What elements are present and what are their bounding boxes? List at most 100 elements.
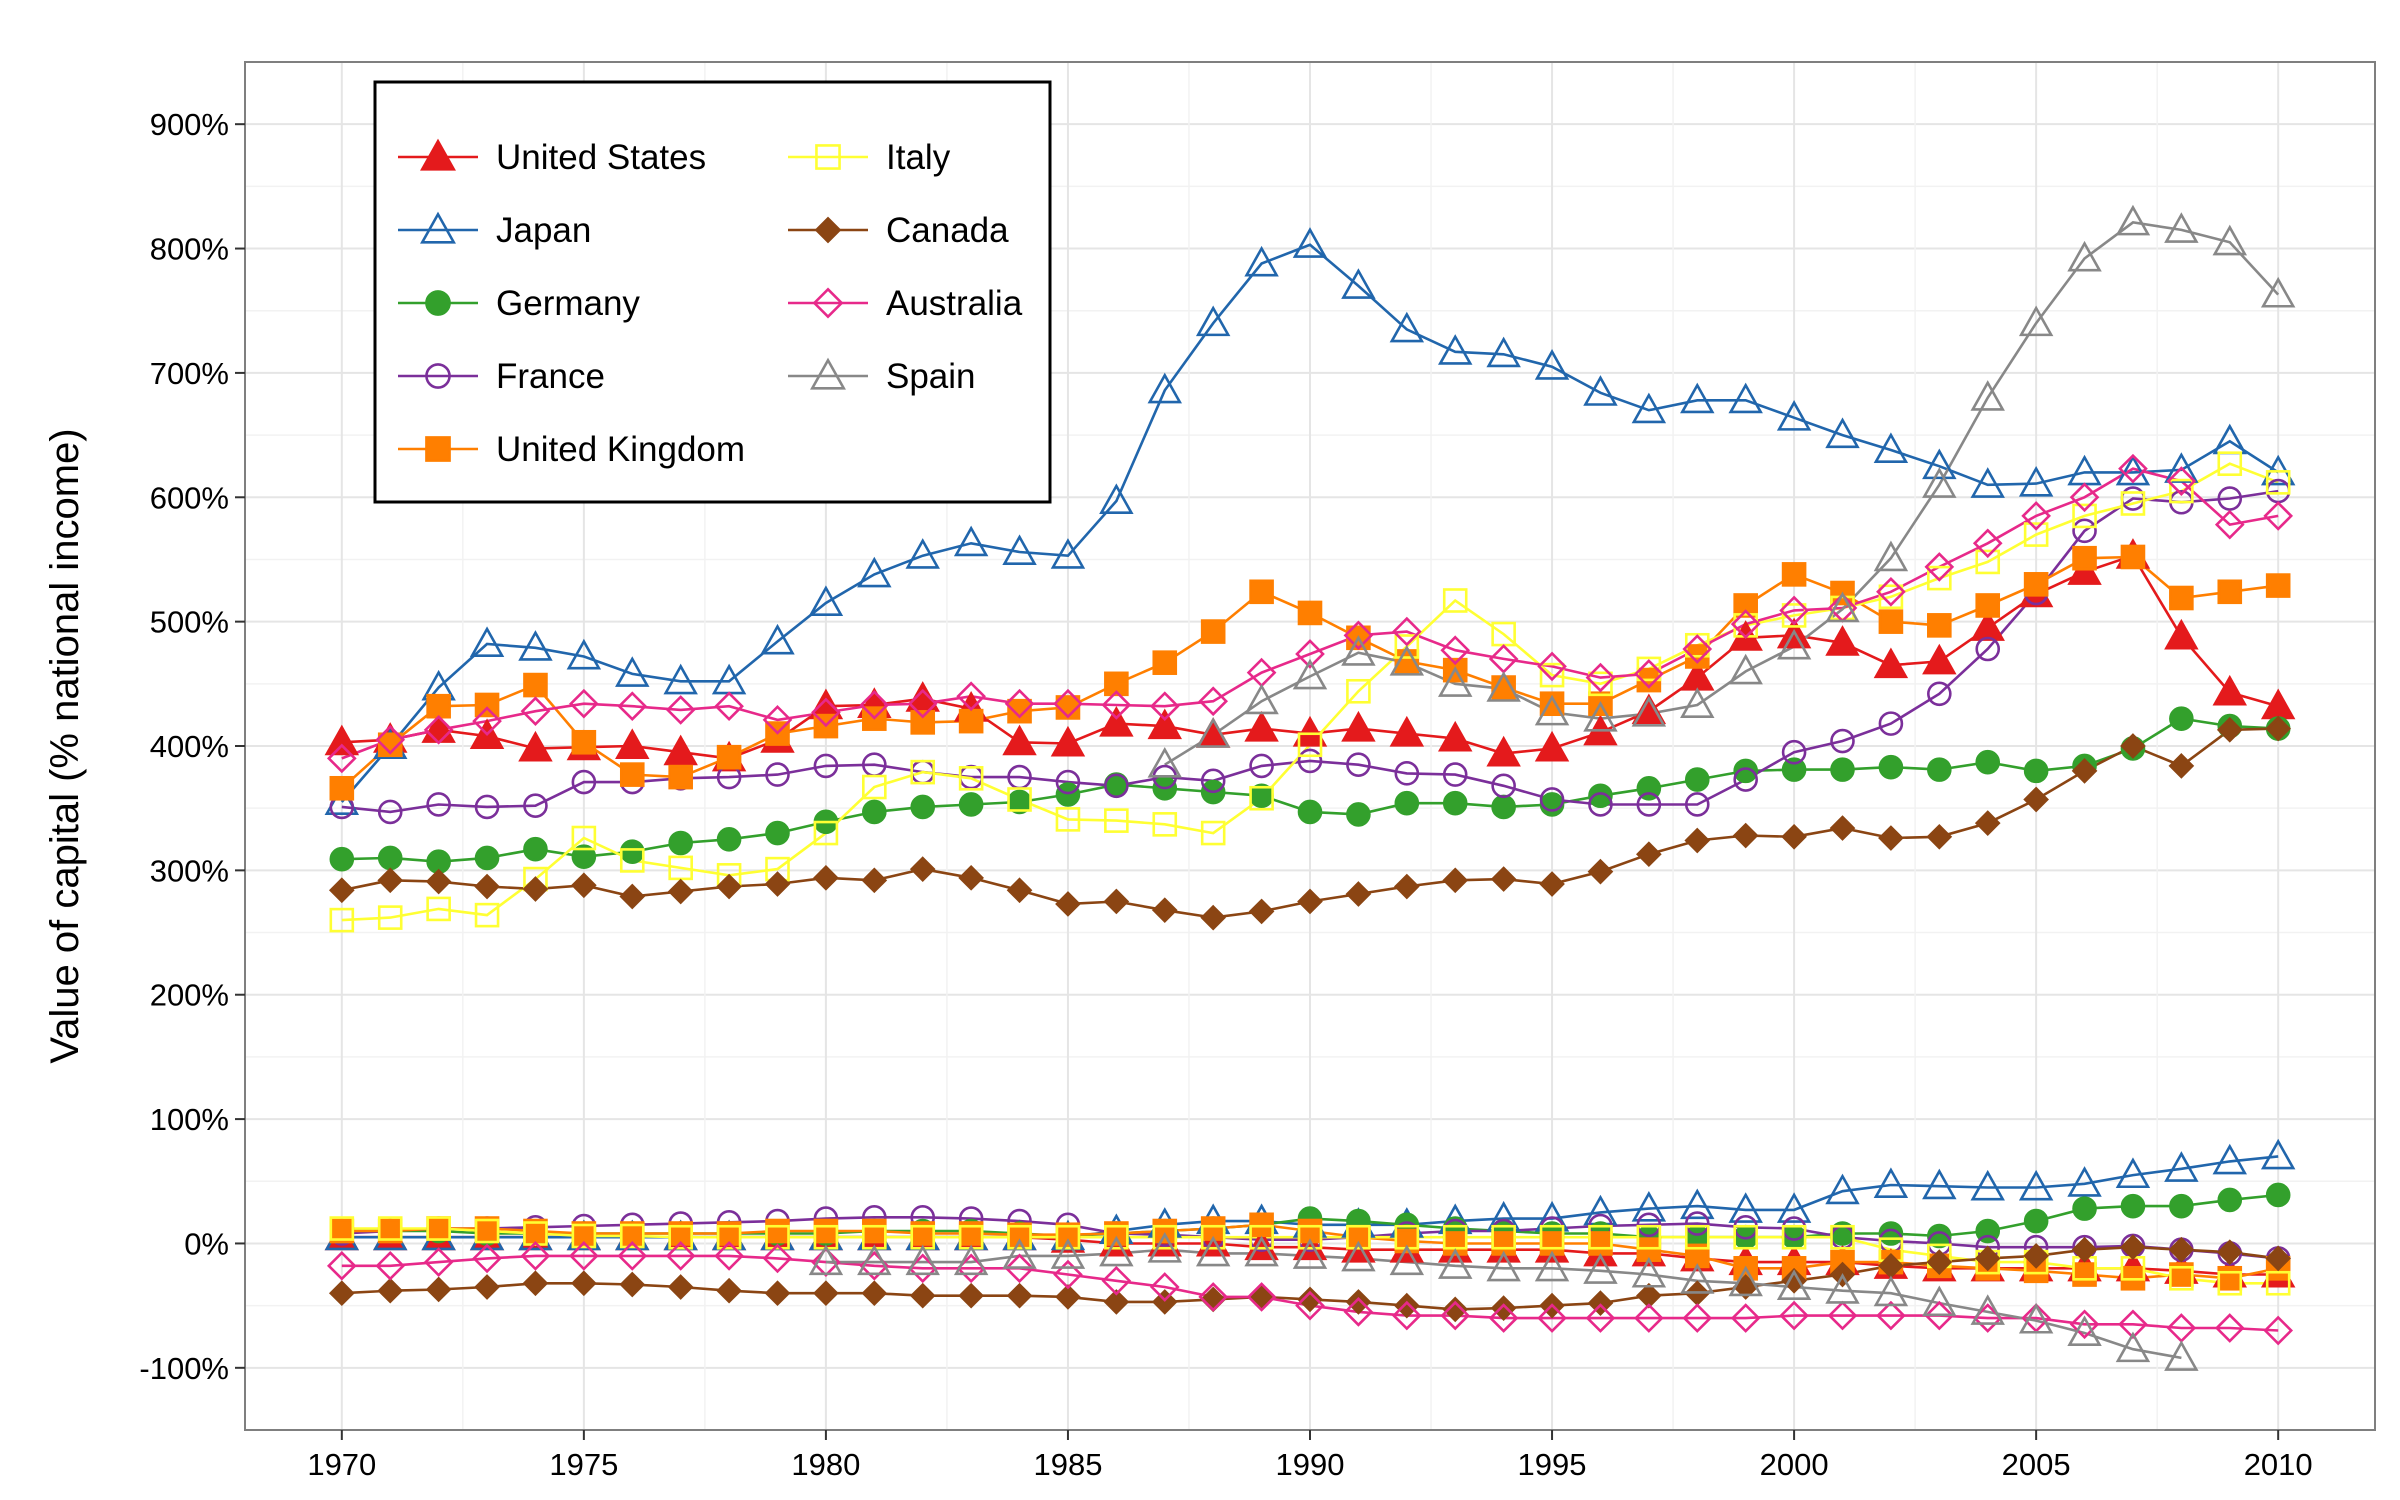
data-point — [1341, 635, 1376, 666]
data-point — [1297, 1224, 1323, 1250]
legend-label: Japan — [496, 211, 591, 250]
data-point — [2120, 544, 2146, 570]
data-point — [953, 1244, 989, 1276]
data-point — [1297, 1286, 1323, 1313]
data-point — [377, 799, 403, 825]
data-point — [1634, 1303, 1664, 1333]
data-point — [1825, 1273, 1860, 1304]
data-point — [426, 896, 451, 922]
data-point — [1104, 1224, 1129, 1250]
legend-key-marker — [425, 290, 451, 316]
data-point — [1636, 1224, 1662, 1250]
data-point — [1684, 827, 1711, 854]
data-point — [1244, 683, 1279, 715]
data-point — [1733, 1224, 1758, 1250]
data-point — [764, 871, 791, 897]
data-point — [1099, 705, 1134, 737]
data-point — [1534, 694, 1570, 726]
y-tick-label: 600% — [150, 480, 229, 515]
data-point — [2217, 1187, 2243, 1213]
data-point — [813, 1280, 839, 1307]
data-point — [1588, 783, 1613, 809]
data-point — [714, 691, 744, 722]
data-point — [2212, 674, 2247, 706]
data-point — [518, 730, 553, 762]
data-point — [1442, 762, 1468, 787]
data-point — [472, 706, 502, 736]
data-point — [1537, 651, 1567, 682]
data-point — [1728, 1192, 1763, 1223]
data-point — [1438, 720, 1473, 752]
data-point — [1922, 1168, 1957, 1200]
data-point — [1341, 268, 1376, 299]
data-point — [862, 1218, 887, 1244]
data-point — [1004, 1253, 1035, 1284]
data-point — [1103, 1289, 1130, 1315]
legend-key-marker — [425, 363, 451, 389]
data-point — [426, 1216, 451, 1241]
data-point — [2166, 466, 2197, 496]
data-point — [1007, 1224, 1032, 1250]
data-point — [1873, 540, 1909, 572]
data-point — [472, 1243, 502, 1274]
data-point — [2169, 1193, 2194, 1219]
data-point — [1585, 1303, 1616, 1333]
data-point — [2018, 1169, 2054, 1201]
data-point — [1200, 768, 1226, 794]
y-tick-label: 500% — [150, 605, 229, 640]
data-point — [1974, 1245, 2001, 1272]
data-point — [1873, 1167, 1909, 1199]
data-point — [1781, 1267, 1807, 1294]
legend-label: Canada — [886, 211, 1009, 250]
data-point — [324, 724, 360, 756]
data-point — [1440, 1300, 1471, 1331]
data-point — [1244, 1235, 1279, 1267]
data-point — [813, 1218, 839, 1244]
y-tick-label: 200% — [150, 978, 229, 1013]
data-point — [1776, 1269, 1812, 1300]
data-point — [862, 774, 887, 800]
data-point — [423, 1247, 454, 1277]
data-point — [1389, 645, 1425, 676]
data-point — [520, 696, 551, 727]
data-point — [1539, 1224, 1565, 1250]
data-point — [1588, 792, 1613, 817]
data-point — [2164, 1151, 2199, 1182]
data-point — [2217, 451, 2243, 476]
data-point — [1147, 747, 1182, 778]
data-point — [1781, 562, 1807, 587]
data-point — [1680, 1263, 1715, 1294]
data-point — [571, 729, 597, 755]
data-point — [2263, 1315, 2294, 1346]
data-point — [1825, 591, 1860, 623]
data-point — [1292, 1238, 1328, 1269]
legend-label: France — [496, 357, 605, 396]
data-point — [1829, 815, 1856, 841]
data-point — [377, 732, 403, 758]
data-point — [861, 867, 888, 894]
data-point — [1442, 867, 1469, 894]
data-point — [1345, 1289, 1372, 1315]
data-point — [1537, 1303, 1567, 1333]
data-point — [2067, 1166, 2102, 1197]
data-point — [1927, 681, 1952, 707]
data-point — [2072, 518, 2097, 544]
data-point — [329, 1216, 355, 1241]
data-point — [377, 867, 404, 894]
data-point — [1927, 1223, 1952, 1249]
data-point — [1975, 636, 2001, 662]
legend-key-marker — [810, 357, 846, 390]
data-point — [571, 1223, 597, 1249]
data-point — [615, 728, 650, 760]
data-point — [2164, 452, 2199, 483]
data-point — [1587, 858, 1614, 885]
legend-label: Germany — [496, 284, 640, 323]
data-point — [329, 775, 355, 801]
data-point — [668, 764, 693, 790]
series-line-upper-7 — [341, 467, 2279, 760]
data-point — [1200, 904, 1227, 931]
legend-label: United Kingdom — [496, 430, 745, 469]
data-point — [2265, 715, 2292, 742]
data-point — [328, 1280, 355, 1307]
data-point — [1394, 790, 1420, 816]
